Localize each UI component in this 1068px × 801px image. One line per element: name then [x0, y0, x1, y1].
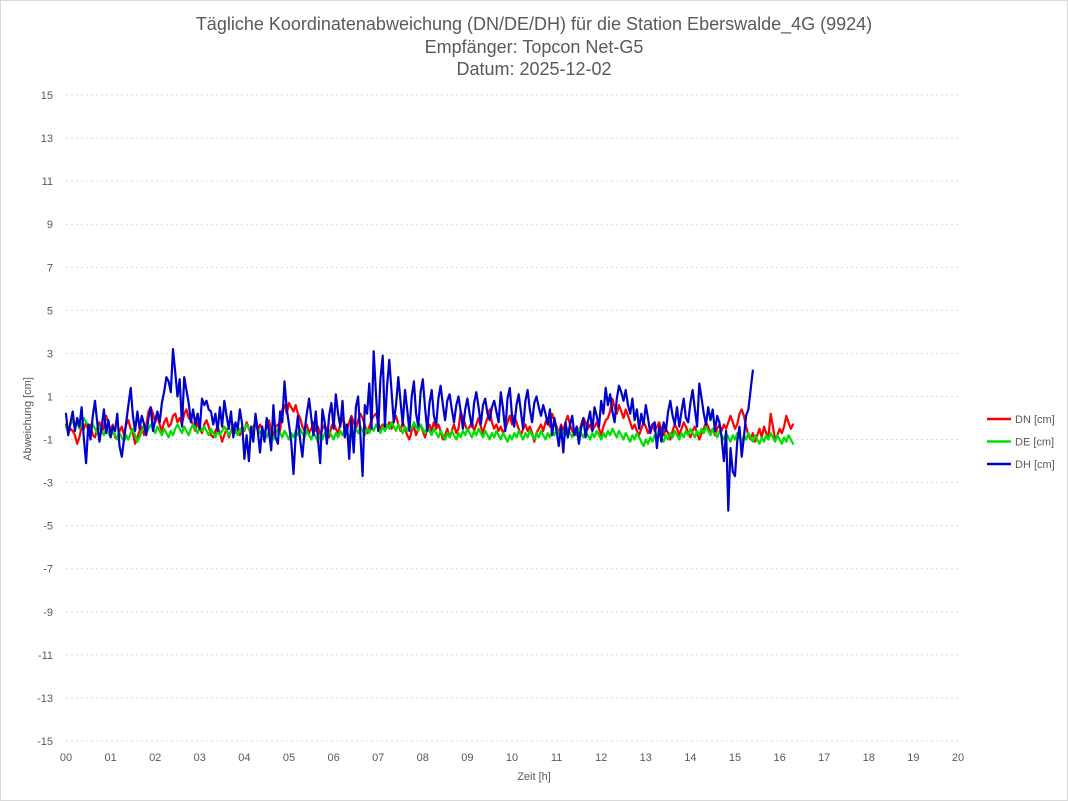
- legend-label-dh: DH [cm]: [1015, 459, 1055, 471]
- chart-title-line-3: Datum: 2025-12-02: [456, 59, 611, 79]
- x-axis-title: Zeit [h]: [517, 771, 551, 783]
- x-tick-label: 05: [283, 752, 295, 764]
- x-tick-label: 17: [818, 752, 830, 764]
- x-tick-label: 04: [238, 752, 250, 764]
- legend: DN [cm] DE [cm] DH [cm]: [987, 414, 1055, 471]
- x-tick-label: 11: [551, 752, 562, 764]
- y-tick-label: -11: [38, 650, 53, 662]
- x-tick-label: 00: [60, 752, 72, 764]
- gridlines: [66, 94, 958, 742]
- chart-title-line-2: Empfänger: Topcon Net-G5: [425, 37, 644, 57]
- x-tick-label: 02: [149, 752, 161, 764]
- x-tick-label: 06: [327, 752, 339, 764]
- x-tick-label: 08: [417, 752, 429, 764]
- x-tick-label: 15: [729, 752, 741, 764]
- legend-label-dn: DN [cm]: [1015, 414, 1055, 426]
- y-tick-label: 7: [47, 262, 53, 274]
- x-tick-label: 09: [461, 752, 473, 764]
- chart-title: Tägliche Koordinatenabweichung (DN/DE/DH…: [196, 14, 872, 79]
- y-tick-label: -3: [43, 478, 53, 490]
- legend-label-de: DE [cm]: [1015, 437, 1054, 449]
- y-axis-title: Abweichung [cm]: [22, 377, 34, 461]
- x-tick-label: 01: [104, 752, 116, 764]
- chart-title-line-1: Tägliche Koordinatenabweichung (DN/DE/DH…: [196, 14, 872, 35]
- x-tick-label: 16: [773, 752, 785, 764]
- y-tick-label: -1: [43, 435, 53, 447]
- y-tick-label: 9: [47, 219, 53, 231]
- y-tick-label: -5: [43, 521, 53, 533]
- x-tick-label: 18: [863, 752, 875, 764]
- x-tick-label: 07: [372, 752, 384, 764]
- y-tick-label: 13: [41, 133, 53, 145]
- series-line-de: [64, 416, 795, 448]
- x-tick-label: 19: [907, 752, 919, 764]
- x-axis-tick-labels: 00 01 02 03 04 05 06 07 08 09 10 11 12 13 14 15 16 17 18 19…: [60, 752, 964, 764]
- y-tick-label: -9: [43, 607, 53, 619]
- y-tick-label: -15: [37, 736, 53, 748]
- y-tick-label: 5: [47, 305, 53, 317]
- x-tick-label: 12: [595, 752, 607, 764]
- y-axis-tick-labels: 15 13 11 9 7 5 3 1 -1 -3 -5 -7 -9 -11 -13 -15: [37, 90, 53, 748]
- data-series: [64, 348, 795, 512]
- y-tick-label: -13: [37, 693, 53, 705]
- y-tick-label: 11: [42, 176, 53, 188]
- y-tick-label: 3: [47, 348, 53, 360]
- x-tick-label: 14: [684, 752, 696, 764]
- x-tick-label: 10: [506, 752, 518, 764]
- series-line-dh: [64, 348, 754, 512]
- x-tick-label: 20: [952, 752, 964, 764]
- x-tick-label: 13: [640, 752, 652, 764]
- x-tick-label: 03: [194, 752, 206, 764]
- y-tick-label: 15: [41, 90, 53, 102]
- y-tick-label: -7: [43, 564, 53, 576]
- y-tick-label: 1: [47, 391, 53, 403]
